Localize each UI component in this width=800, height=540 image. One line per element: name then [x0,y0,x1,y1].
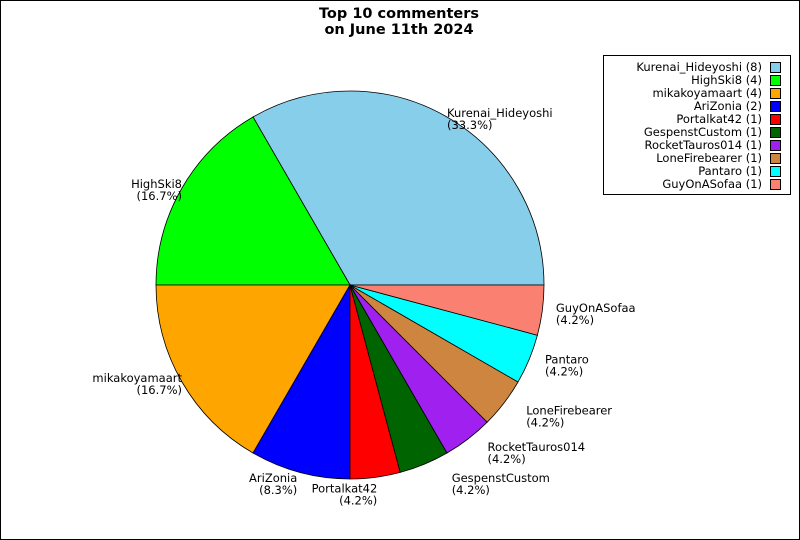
legend-swatch [770,127,781,138]
legend-label: GespenstCustom (1) [643,125,762,139]
legend-label: Kurenai_Hideyoshi (8) [636,60,762,74]
pie-slice-guyonasofaa [349,284,545,336]
slice-label-kurenai-hideyoshi: Kurenai_Hideyoshi (33.3%) [447,106,553,132]
legend-swatch [770,153,781,164]
legend-swatch [770,114,781,125]
legend-item-kurenai-hideyoshi: Kurenai_Hideyoshi (8) [604,61,790,74]
slice-label-rockettauros014: RocketTauros014 (4.2%) [488,440,586,466]
legend-label: AriZonia (2) [693,99,762,113]
legend-label: HighSki8 (4) [691,73,762,87]
slice-label-lonefirebearer: LoneFirebearer (4.2%) [526,404,612,430]
slice-label-guyonasofaa: GuyOnASofaa (4.2%) [556,301,636,327]
pie-slice-mikakoyamaart [155,284,351,454]
chart-title: Top 10 commenters on June 11th 2024 [0,6,798,38]
legend-swatch [770,166,781,177]
slice-label-pantaro: Pantaro (4.2%) [545,353,589,379]
chart-title-line-2: on June 11th 2024 [324,22,474,38]
legend-swatch [770,75,781,86]
legend-swatch [770,179,781,190]
legend-item-gespenstcustom: GespenstCustom (1) [604,126,790,139]
legend-label: LoneFirebearer (1) [656,151,762,165]
legend-item-portalkat42: Portalkat42 (1) [604,113,790,126]
legend-item-arizonia: AriZonia (2) [604,100,790,113]
legend-label: mikakoyamaart (4) [652,86,762,100]
legend-item-pantaro: Pantaro (1) [604,165,790,178]
legend-item-rockettauros014: RocketTauros014 (1) [604,139,790,152]
legend-label: Portalkat42 (1) [676,112,762,126]
chart-legend: Kurenai_Hideyoshi (8) HighSki8 (4) mikakoy… [603,55,791,195]
legend-label: Pantaro (1) [698,164,762,178]
legend-item-highski8: HighSki8 (4) [604,74,790,87]
legend-swatch [770,88,781,99]
legend-item-guyonasofaa: GuyOnASofaa (1) [604,178,790,191]
legend-label: GuyOnASofaa (1) [662,177,762,191]
slice-label-mikakoyamaart: mikakoyamaart (16.7%) [92,371,182,397]
legend-swatch [770,62,781,73]
legend-swatch [770,101,781,112]
legend-item-mikakoyamaart: mikakoyamaart (4) [604,87,790,100]
pie-slice-kurenai-hideyoshi [252,90,545,286]
pie-slice-highski8 [155,116,351,286]
legend-item-lonefirebearer: LoneFirebearer (1) [604,152,790,165]
slice-label-gespenstcustom: GespenstCustom (4.2%) [452,471,550,497]
slice-label-portalkat42: Portalkat42 (4.2%) [312,482,378,508]
slice-label-arizonia: AriZonia (8.3%) [249,471,297,497]
chart-title-line-1: Top 10 commenters [318,6,480,22]
legend-swatch [770,140,781,151]
slice-label-highski8: HighSki8 (16.7%) [131,177,182,203]
pie-slice-arizonia [252,283,351,480]
legend-label: RocketTauros014 (1) [644,138,762,152]
